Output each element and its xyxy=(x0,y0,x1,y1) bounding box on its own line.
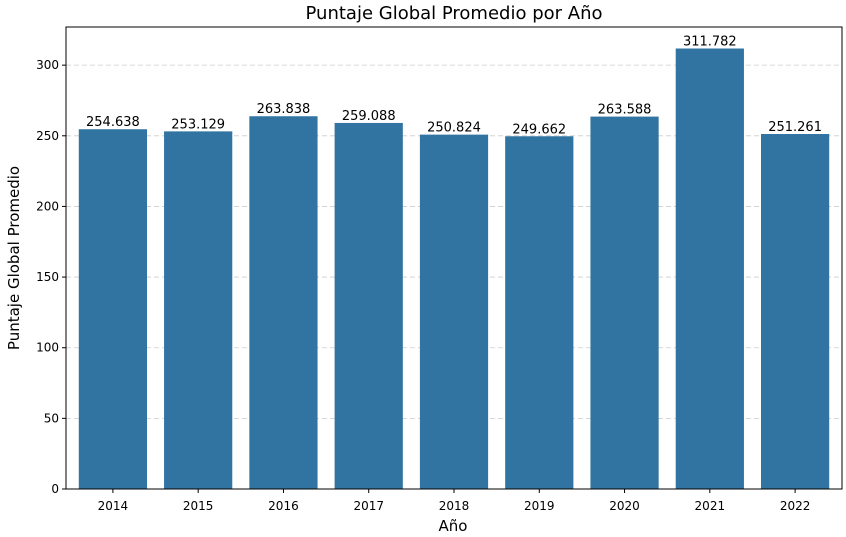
x-tick-label: 2019 xyxy=(524,499,555,513)
y-axis-label: Puntaje Global Promedio xyxy=(5,166,23,350)
data-label-2022: 251.261 xyxy=(768,120,822,135)
data-label-2018: 250.824 xyxy=(427,121,481,136)
data-label-2019: 249.662 xyxy=(512,122,566,137)
data-label-2015: 253.129 xyxy=(171,117,225,132)
y-tick-label: 50 xyxy=(44,411,59,425)
bar-2021 xyxy=(675,48,744,489)
y-tick-label: 200 xyxy=(36,199,59,213)
data-label-2020: 263.588 xyxy=(598,103,652,118)
bar-2015 xyxy=(164,131,233,489)
data-label-2017: 259.088 xyxy=(342,109,396,124)
bar-2017 xyxy=(334,122,403,489)
y-tick-label: 300 xyxy=(36,58,59,72)
x-tick-label: 2016 xyxy=(268,499,299,513)
chart-title: Puntaje Global Promedio por Año xyxy=(306,3,603,24)
data-label-2014: 254.638 xyxy=(86,115,140,130)
data-labels: 254.638 253.129 263.838 259.088 250.824 249.6… xyxy=(86,35,822,138)
bar-2018 xyxy=(419,134,489,489)
data-label-2016: 263.838 xyxy=(257,102,311,117)
bar-2022 xyxy=(760,134,830,490)
y-axis: 0 50 100 150 200 250 300 xyxy=(36,58,66,496)
bar-2014 xyxy=(78,129,148,490)
x-tick-label: 2015 xyxy=(183,499,214,513)
y-tick-label: 150 xyxy=(36,270,59,284)
y-tick-label: 250 xyxy=(36,129,59,143)
bar-2020 xyxy=(590,116,659,490)
data-label-2021: 311.782 xyxy=(683,35,737,50)
x-tick-label: 2020 xyxy=(609,499,640,513)
x-tick-label: 2017 xyxy=(353,499,384,513)
x-tick-label: 2022 xyxy=(780,499,811,513)
x-axis: 2014 2015 2016 2017 2018 2019 2020 2021 2022 xyxy=(98,489,811,513)
x-tick-label: 2014 xyxy=(98,499,129,513)
x-axis-label: Año xyxy=(439,517,468,535)
y-tick-label: 100 xyxy=(36,341,59,355)
bar-2016 xyxy=(249,116,318,490)
y-tick-label: 0 xyxy=(51,482,59,496)
bars xyxy=(78,48,830,490)
x-tick-label: 2021 xyxy=(695,499,726,513)
bar-2019 xyxy=(505,136,574,489)
x-tick-label: 2018 xyxy=(439,499,470,513)
